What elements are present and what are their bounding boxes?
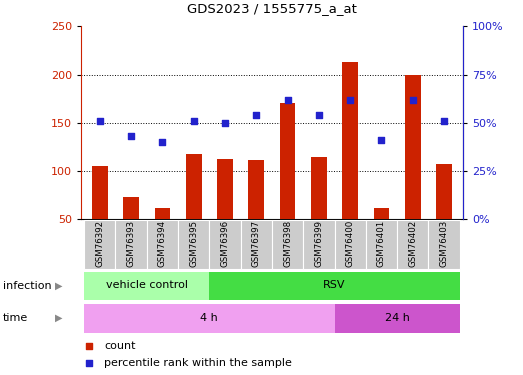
Bar: [116, 220, 147, 269]
Bar: [147, 220, 178, 269]
Text: GSM76399: GSM76399: [314, 220, 323, 267]
Bar: [123, 197, 139, 219]
Bar: [209, 220, 241, 269]
Point: [85, 343, 93, 349]
Bar: [186, 154, 201, 219]
Text: GSM76392: GSM76392: [95, 220, 105, 267]
Text: percentile rank within the sample: percentile rank within the sample: [104, 358, 292, 368]
Bar: [178, 220, 209, 269]
Point: [96, 118, 104, 124]
Bar: [155, 208, 170, 219]
Point: [408, 97, 417, 103]
Bar: [241, 220, 272, 269]
Point: [221, 120, 229, 126]
Bar: [280, 104, 295, 219]
Bar: [366, 220, 397, 269]
Bar: [84, 272, 209, 300]
Bar: [84, 303, 335, 333]
Bar: [84, 220, 116, 269]
Bar: [209, 272, 460, 300]
Point: [283, 97, 292, 103]
Point: [158, 139, 167, 145]
Text: ▶: ▶: [55, 281, 62, 291]
Text: ▶: ▶: [55, 313, 62, 323]
Bar: [335, 220, 366, 269]
Text: GSM76403: GSM76403: [439, 220, 449, 267]
Text: GSM76402: GSM76402: [408, 220, 417, 267]
Text: GSM76393: GSM76393: [127, 220, 135, 267]
Point: [315, 112, 323, 118]
Bar: [373, 208, 389, 219]
Bar: [217, 159, 233, 219]
Text: 4 h: 4 h: [200, 312, 218, 322]
Bar: [311, 157, 327, 219]
Point: [346, 97, 355, 103]
Text: RSV: RSV: [323, 280, 346, 290]
Point: [85, 360, 93, 366]
Text: GSM76400: GSM76400: [346, 220, 355, 267]
Text: GDS2023 / 1555775_a_at: GDS2023 / 1555775_a_at: [187, 2, 357, 15]
Point: [189, 118, 198, 124]
Text: 24 h: 24 h: [385, 312, 410, 322]
Bar: [248, 159, 264, 219]
Text: count: count: [104, 340, 135, 351]
Text: GSM76401: GSM76401: [377, 220, 386, 267]
Point: [127, 134, 135, 140]
Bar: [397, 220, 428, 269]
Bar: [405, 75, 420, 219]
Text: GSM76398: GSM76398: [283, 220, 292, 267]
Text: GSM76397: GSM76397: [252, 220, 261, 267]
Bar: [436, 164, 452, 219]
Bar: [92, 166, 108, 219]
Bar: [335, 303, 460, 333]
Point: [377, 137, 385, 143]
Text: GSM76395: GSM76395: [189, 220, 198, 267]
Text: GSM76396: GSM76396: [221, 220, 230, 267]
Text: infection: infection: [3, 281, 51, 291]
Bar: [303, 220, 335, 269]
Text: vehicle control: vehicle control: [106, 280, 188, 290]
Point: [252, 112, 260, 118]
Text: time: time: [3, 313, 28, 323]
Bar: [272, 220, 303, 269]
Text: GSM76394: GSM76394: [158, 220, 167, 267]
Bar: [343, 62, 358, 219]
Bar: [428, 220, 460, 269]
Point: [440, 118, 448, 124]
